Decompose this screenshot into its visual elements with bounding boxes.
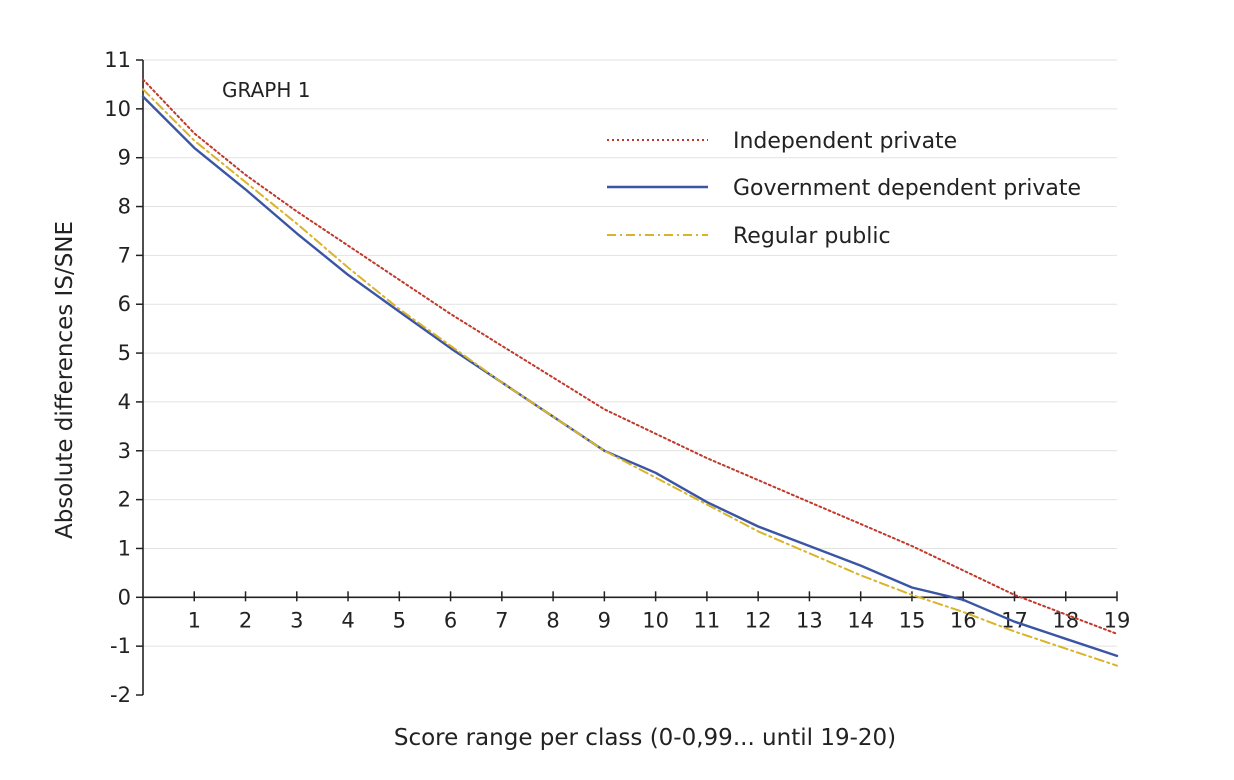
y-tick-label: 4 (118, 390, 131, 414)
y-axis-title: Absolute differences IS/SNE (52, 221, 78, 539)
x-tick-label: 14 (847, 608, 874, 632)
y-tick-label: 11 (104, 48, 131, 72)
axes (136, 59, 1118, 696)
x-tick-label: 9 (598, 608, 611, 632)
y-tick-label: 1 (118, 536, 131, 560)
x-tick-label: 3 (290, 608, 303, 632)
x-tick-label: 11 (694, 608, 721, 632)
y-tick-label: 0 (118, 585, 131, 609)
y-tick-label: -2 (110, 683, 131, 707)
y-tick-label: 7 (118, 243, 131, 267)
x-tick-label: 19 (1104, 608, 1131, 632)
y-tick-label: 3 (118, 439, 131, 463)
series-line-independent-private (142, 78, 1118, 635)
grid-lines (143, 59, 1117, 647)
series-line-government-dependent-private (141, 95, 1119, 658)
x-tick-label: 4 (341, 608, 354, 632)
legend-label-government-dependent-private: Government dependent private (733, 176, 1081, 201)
legend-label-regular-public: Regular public (733, 224, 891, 249)
x-axis-title: Score range per class (0-0,99... until 1… (394, 725, 896, 751)
y-tick-label: 10 (104, 97, 131, 121)
x-tick-label: 10 (642, 608, 669, 632)
y-tick-label: 9 (118, 146, 131, 170)
x-tick-label: 5 (393, 608, 406, 632)
x-tick-label: 2 (239, 608, 252, 632)
x-tick-label: 7 (495, 608, 508, 632)
y-tick-label: 5 (118, 341, 131, 365)
x-tick-label: 8 (546, 608, 559, 632)
legend: Independent private Government dependent… (607, 129, 1081, 249)
x-tick-label: 1 (188, 608, 201, 632)
y-tick-label: -1 (110, 634, 131, 658)
series-line-regular-public (142, 88, 1118, 667)
x-tick-label: 15 (899, 608, 926, 632)
x-tick-label: 12 (745, 608, 772, 632)
x-tick-label: 18 (1052, 608, 1079, 632)
y-tick-label: 2 (118, 488, 131, 512)
y-tick-label: 8 (118, 195, 131, 219)
x-tick-label: 6 (444, 608, 457, 632)
chart-title: GRAPH 1 (222, 78, 310, 102)
y-tick-label: 6 (118, 292, 131, 316)
x-tick-label: 13 (796, 608, 823, 632)
series-lines (141, 78, 1119, 667)
legend-label-independent-private: Independent private (733, 129, 957, 154)
